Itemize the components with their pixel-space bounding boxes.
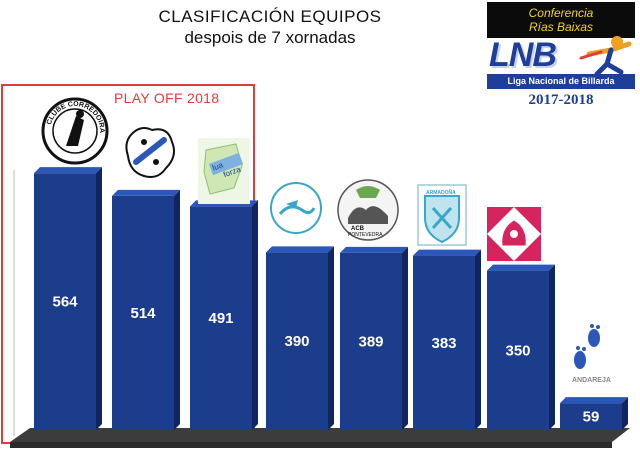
chart-floor bbox=[10, 428, 630, 442]
bar-front bbox=[34, 173, 96, 430]
team5-logo-text: PONTEVEDRA bbox=[348, 232, 383, 238]
team-logo-7 bbox=[487, 207, 541, 261]
bar-5: 389 bbox=[340, 246, 408, 430]
bar-front bbox=[190, 206, 252, 430]
league-name: Liga Nacional de Billarda bbox=[487, 74, 635, 89]
bar-value-label: 491 bbox=[208, 310, 233, 327]
team-logo-8: ANDAREJA bbox=[559, 321, 617, 385]
bar-top bbox=[487, 264, 555, 271]
bar-top bbox=[340, 246, 408, 253]
bar-value-label: 383 bbox=[431, 335, 456, 352]
bar-side bbox=[96, 167, 102, 430]
bar-1: 564 bbox=[34, 167, 102, 430]
team-logo-3: lua forza bbox=[198, 138, 250, 204]
chart-title: CLASIFICACIÓN EQUIPOS bbox=[158, 7, 382, 26]
team-logo-5: ACB PONTEVEDRA bbox=[337, 179, 399, 241]
bar-side bbox=[252, 200, 258, 430]
bar-front bbox=[413, 255, 475, 430]
bar-front bbox=[112, 195, 174, 430]
bar-7: 350 bbox=[487, 264, 555, 430]
conference-line-2: Rías Baixas bbox=[528, 20, 594, 34]
conference-banner: Conferencia Rías Baixas bbox=[487, 2, 635, 38]
bar-top bbox=[560, 397, 628, 404]
team6-logo-text: ARMADOÑA bbox=[426, 189, 456, 196]
bar-value-label: 390 bbox=[284, 333, 309, 350]
bar-2: 514 bbox=[112, 189, 180, 430]
bar-side bbox=[402, 246, 408, 430]
team3-logo-text-a: lua bbox=[211, 160, 225, 172]
bar-value-label: 59 bbox=[583, 409, 600, 426]
bar-front bbox=[340, 252, 402, 430]
bar-value-label: 564 bbox=[52, 294, 78, 311]
bar-front bbox=[560, 403, 622, 430]
bar-top bbox=[112, 189, 180, 196]
player-figure-icon bbox=[579, 36, 632, 76]
bar-side bbox=[622, 397, 628, 430]
bar-3: 491 bbox=[190, 200, 258, 430]
conference-line-1: Conferencia bbox=[528, 6, 594, 20]
team-logo-2 bbox=[125, 127, 175, 178]
svg-text:ACB: ACB bbox=[351, 226, 365, 232]
season-label: 2017-2018 bbox=[528, 92, 594, 108]
team8-logo-text: ANDAREJA bbox=[572, 377, 611, 384]
bar-side bbox=[328, 246, 334, 430]
bar-6: 383 bbox=[413, 249, 481, 430]
playoff-label: PLAY OFF 2018 bbox=[114, 90, 220, 106]
chart-floor-front bbox=[10, 442, 612, 448]
bar-front bbox=[487, 270, 549, 430]
bar-top bbox=[34, 167, 102, 174]
bar-value-label: 350 bbox=[505, 342, 530, 359]
bar-front bbox=[266, 252, 328, 430]
bar-side bbox=[549, 264, 555, 430]
bar-side bbox=[475, 249, 481, 430]
chart-subtitle: despois de 7 xornadas bbox=[184, 28, 356, 47]
team-logo-4 bbox=[270, 182, 322, 234]
league-logo: Conferencia Rías Baixas LNB Liga Naciona… bbox=[487, 2, 635, 114]
team-logo-6: ARMADOÑA bbox=[417, 184, 467, 246]
bar-8: 59 bbox=[560, 397, 628, 430]
team-logo-1: CLUBE CORREDOIRAS bbox=[40, 96, 109, 165]
lnb-logo-text: LNB bbox=[489, 36, 557, 74]
bar-value-label: 514 bbox=[130, 305, 156, 322]
title-block: CLASIFICACIÓN EQUIPOS despois de 7 xorna… bbox=[130, 6, 410, 48]
bar-side bbox=[174, 189, 180, 430]
bar-value-label: 389 bbox=[358, 333, 383, 350]
bar-top bbox=[413, 249, 481, 256]
bar-4: 390 bbox=[266, 246, 334, 430]
bar-top bbox=[266, 246, 334, 253]
